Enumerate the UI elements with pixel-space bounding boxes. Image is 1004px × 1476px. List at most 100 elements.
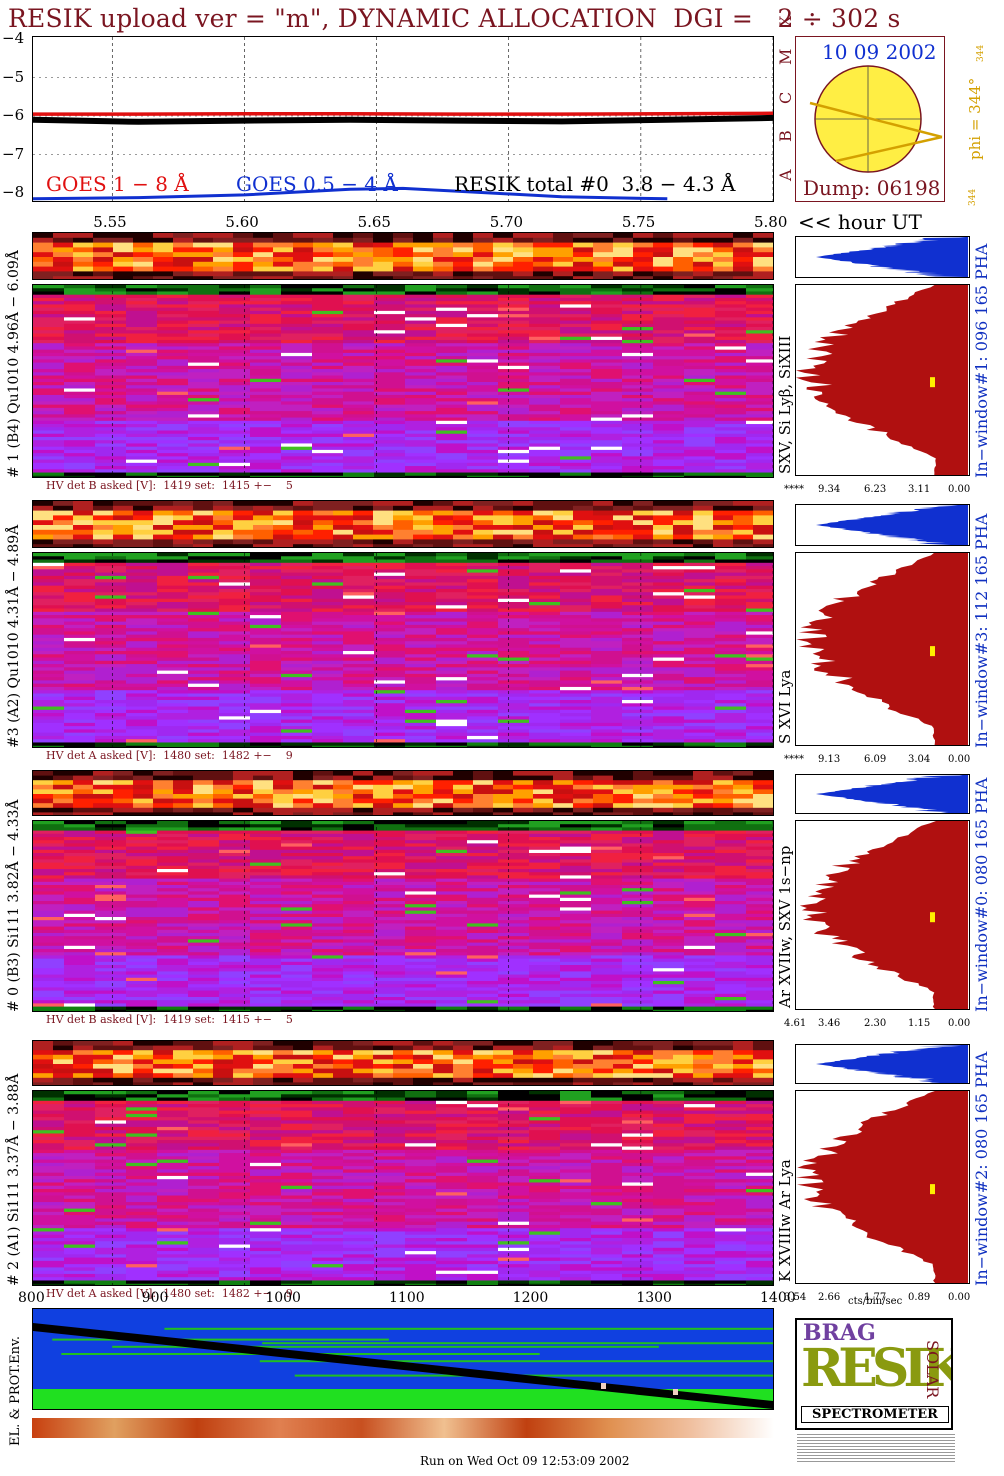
observation-date: 10 09 2002 bbox=[822, 40, 937, 64]
spectral-lines-label-2: Ar XVIIw, SXV 1s−np bbox=[776, 845, 794, 1008]
spectrum-main-heatmap-0 bbox=[32, 284, 774, 478]
logo-solar: SOLAR bbox=[923, 1340, 942, 1399]
sun-panel bbox=[795, 36, 945, 202]
legend-resik-total: RESIK total #0 3.8 − 4.3 Å bbox=[454, 172, 736, 196]
spectral-lines-label-3: K XVIIIw Ar Lya bbox=[776, 1159, 794, 1282]
pha-red-panel-0 bbox=[795, 284, 970, 476]
goes-lightcurve bbox=[33, 37, 773, 201]
in-window-label-1: In−window#3: 112 165 PHA bbox=[972, 513, 991, 748]
pha-tick: 0.00 bbox=[948, 754, 971, 765]
env-x-tick: 1300 bbox=[636, 1290, 672, 1306]
pha-red-histogram bbox=[796, 1091, 968, 1283]
spectrum-main-heatmap bbox=[33, 553, 773, 747]
spectrum-main-heatmap bbox=[33, 1091, 773, 1285]
spectrum-label-1: #3 (A2) Qu1010 4.31Å − 4.89Å bbox=[6, 524, 22, 748]
pha-blue-histogram bbox=[796, 1045, 968, 1083]
spectrum-upper-heatmap bbox=[33, 771, 773, 815]
time-tick: 5.80 bbox=[754, 213, 788, 231]
pha-tick: **** bbox=[784, 484, 804, 495]
pha-tick: 3.11 bbox=[908, 484, 931, 495]
pha-marker bbox=[930, 377, 935, 388]
logo-resik: RESIK bbox=[801, 1338, 953, 1399]
goes-series-0 bbox=[33, 111, 773, 116]
pha-tick: 6.23 bbox=[864, 484, 887, 495]
legend-goes-05-4: GOES 0.5 − 4 Å bbox=[236, 172, 398, 196]
spectrum-upper-strip-1 bbox=[32, 500, 774, 548]
time-tick: 5.75 bbox=[621, 213, 656, 231]
pha-tick: 3.46 bbox=[818, 1018, 841, 1029]
env-x-tick: 1000 bbox=[265, 1290, 301, 1306]
spectrum-label-2: # 0 (B3) Si111 3.82Å − 4.33Å bbox=[6, 799, 22, 1012]
goes-y-tick: −4 bbox=[2, 29, 25, 47]
phi-sub: 344 bbox=[976, 44, 986, 62]
pha-red-panel-1 bbox=[795, 552, 970, 746]
pha-red-histogram bbox=[796, 553, 968, 745]
pha-marker bbox=[930, 1184, 935, 1195]
env-colorbar bbox=[32, 1418, 774, 1438]
env-x-tick: 1400 bbox=[760, 1290, 796, 1306]
goes-class-letter: M bbox=[776, 48, 795, 66]
env-label: EL. & PROT.Env. bbox=[8, 1336, 23, 1446]
pha-tick: 2.66 bbox=[818, 1292, 841, 1303]
env-x-tick: 1100 bbox=[389, 1290, 425, 1306]
logo-brag: BRAG bbox=[803, 1320, 876, 1346]
hv-setting-2: HV det B asked [V]: 1419 set: 1415 +− 5 bbox=[46, 1013, 293, 1026]
spectrum-main-heatmap bbox=[33, 821, 773, 1011]
phi-bottom: 344 bbox=[968, 188, 978, 206]
time-axis-unit: << hour UT bbox=[798, 210, 922, 234]
pha-red-histogram bbox=[799, 821, 968, 1009]
phi-arrow bbox=[809, 101, 943, 139]
env-panel bbox=[32, 1308, 774, 1410]
page-title: RESIK upload ver = "m", DYNAMIC ALLOCATI… bbox=[8, 4, 901, 33]
spectrum-main-heatmap-1 bbox=[32, 552, 774, 748]
pha-tick: 0.00 bbox=[948, 484, 971, 495]
pha-red-panel-2 bbox=[795, 820, 970, 1010]
goes-series-1 bbox=[33, 114, 773, 125]
goes-y-tick: −7 bbox=[2, 144, 25, 163]
pha-tick: 4.61 bbox=[784, 1018, 807, 1029]
hv-setting-3: HV det A asked [V]: 1480 set: 1482 +− 9 bbox=[46, 1287, 293, 1300]
env-x-tick: 800 bbox=[18, 1290, 45, 1306]
sun-disk-diagram bbox=[809, 65, 943, 173]
pha-blue-panel-1 bbox=[795, 504, 970, 546]
env-x-tick: 900 bbox=[141, 1290, 169, 1306]
spectrum-label-0: # 1 (B4) Qu1010 4.96Å − 6.09Å bbox=[6, 250, 22, 478]
goes-panel bbox=[32, 36, 774, 202]
goes-y-tick: −5 bbox=[2, 67, 25, 86]
goes-class-letter: B bbox=[776, 130, 795, 143]
time-tick: 5.70 bbox=[489, 213, 524, 231]
pha-marker bbox=[930, 912, 935, 923]
pha-tick: 0.89 bbox=[908, 1292, 931, 1303]
hv-setting-0: HV det B asked [V]: 1419 set: 1415 +− 5 bbox=[46, 479, 293, 492]
pha-tick: 0.00 bbox=[948, 1292, 971, 1303]
pha-tick: **** bbox=[784, 754, 804, 765]
spectrum-upper-strip-3 bbox=[32, 1040, 774, 1086]
spectrum-upper-strip-0 bbox=[32, 232, 774, 280]
goes-series-2 bbox=[33, 186, 668, 201]
spectrum-upper-heatmap bbox=[33, 501, 773, 547]
pha-marker bbox=[930, 646, 935, 657]
pha-blue-histogram bbox=[796, 775, 968, 813]
logo-fineprint bbox=[797, 1432, 955, 1462]
spectrum-main-heatmap-3 bbox=[32, 1090, 774, 1286]
goes-y-tick: −6 bbox=[2, 106, 25, 124]
spectral-lines-label-0: SXV, Si Lyβ, SiXIII bbox=[776, 335, 794, 474]
goes-class-letter: A bbox=[776, 169, 795, 181]
pha-tick: 3.54 bbox=[784, 1292, 807, 1303]
spectrum-label-3: # 2 (A1) Si111 3.37Å − 3.88Å bbox=[6, 1073, 22, 1286]
pha-tick: 6.09 bbox=[864, 754, 887, 765]
spectrum-upper-heatmap bbox=[33, 1041, 773, 1085]
spectral-lines-label-1: S XVI Lya bbox=[776, 669, 794, 744]
in-window-label-3: In−window#2: 080 165 PHA bbox=[972, 1051, 991, 1286]
spectrum-upper-heatmap bbox=[33, 233, 773, 279]
goes-class-letter: C bbox=[776, 91, 795, 104]
dump-number: Dump: 06198 bbox=[803, 176, 941, 200]
pha-unit-label: cts/bin/sec bbox=[848, 1296, 903, 1307]
pha-red-panel-3 bbox=[795, 1090, 970, 1284]
env-x-tick: 1200 bbox=[512, 1290, 549, 1306]
pha-blue-panel-3 bbox=[795, 1044, 970, 1084]
phi-label: phi = 344° bbox=[966, 77, 984, 160]
logo-spectrometer: SPECTROMETER bbox=[801, 1406, 949, 1423]
spectrum-upper-strip-2 bbox=[32, 770, 774, 816]
